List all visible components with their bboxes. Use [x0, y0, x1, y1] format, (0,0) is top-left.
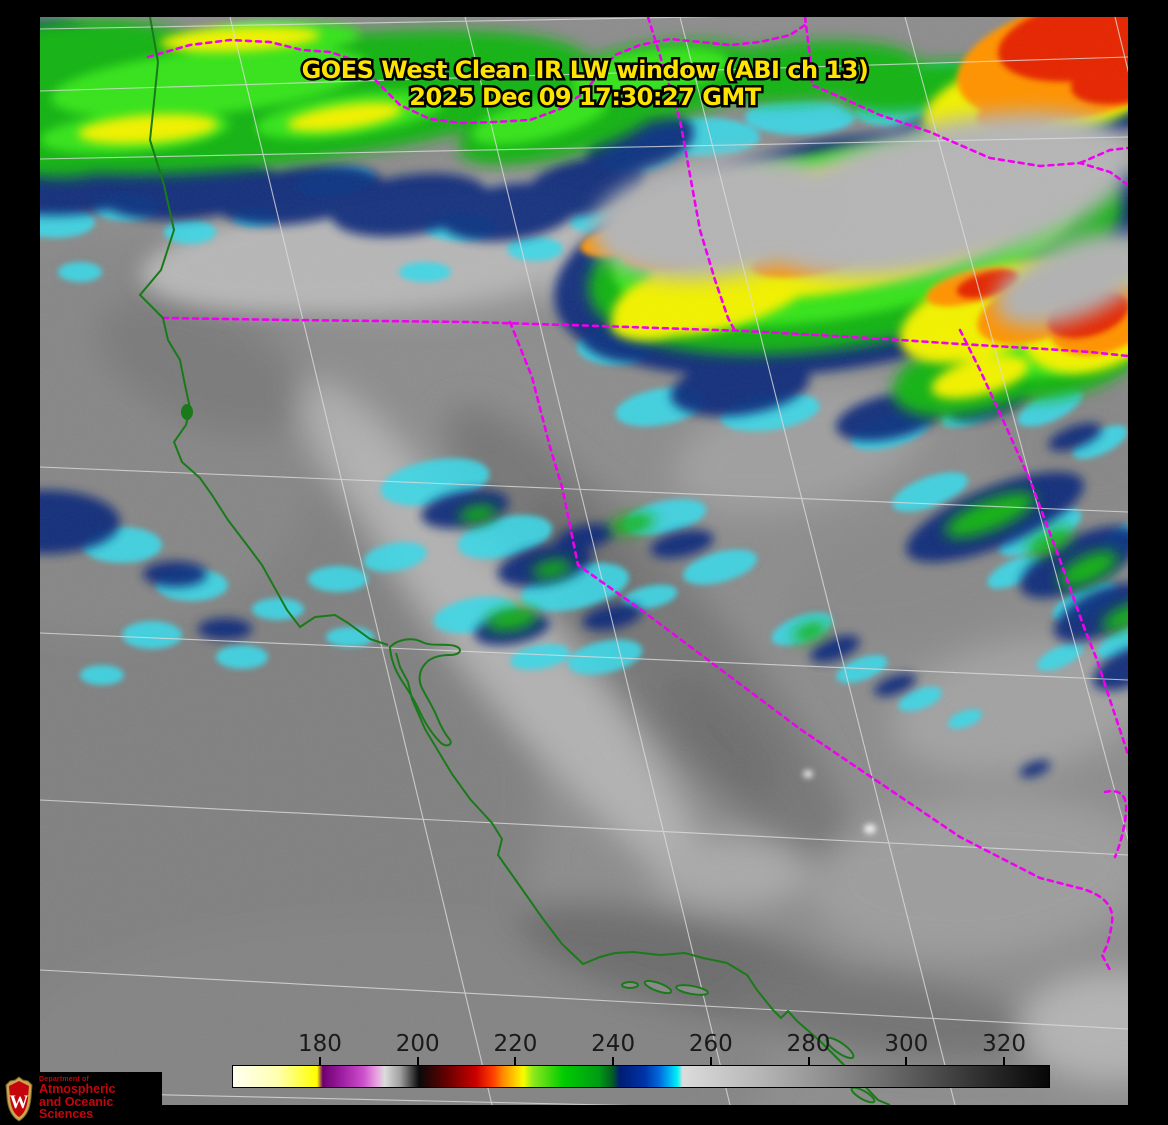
colorbar-tick-label: 180	[297, 1031, 342, 1057]
satellite-imagery: GOES West Clean IR LW window (ABI ch 13)…	[40, 17, 1128, 1105]
uw-aos-logo: W Department of Atmospheric and Oceanic …	[0, 1072, 162, 1125]
colorbar-tick-label: 320	[982, 1031, 1026, 1057]
uw-crest-icon: W	[5, 1075, 33, 1122]
colorbar-gradient	[232, 1065, 1050, 1088]
colorbar-tick	[807, 1057, 810, 1065]
colorbar-tick-label: 220	[493, 1031, 538, 1057]
colorbar-tick	[612, 1057, 615, 1065]
state-borders	[146, 17, 1128, 972]
colorbar-tick	[514, 1057, 517, 1065]
colorbar-tick	[905, 1057, 908, 1065]
logo-line-oceanic: and Oceanic Sciences	[39, 1094, 114, 1122]
noise-texture	[40, 17, 1128, 1105]
logo-dept-label: Department of	[39, 1075, 90, 1083]
title-overlay: GOES West Clean IR LW window (ABI ch 13)…	[299, 54, 871, 114]
coastline	[138, 17, 891, 1105]
colorbar-tick	[709, 1057, 712, 1065]
colorbar: 180 200 220 240 260 280 300 320	[232, 1030, 1050, 1088]
colorbar-tick-label: 240	[591, 1031, 636, 1057]
logo-text: Department of Atmospheric and Oceanic Sc…	[39, 1076, 162, 1121]
colorbar-tick-label: 280	[786, 1031, 831, 1057]
satellite-map: GOES West Clean IR LW window (ABI ch 13)…	[40, 17, 1128, 1105]
colorbar-tick	[416, 1057, 419, 1065]
colorbar-tick	[1003, 1057, 1006, 1065]
product-timestamp: 2025 Dec 09 17:30:27 GMT	[409, 83, 762, 111]
colorbar-tick-label: 300	[884, 1031, 929, 1057]
colorbar-tick-label: 260	[688, 1031, 733, 1057]
colorbar-tick	[318, 1057, 321, 1065]
crest-letter: W	[10, 1092, 29, 1113]
logo-line-atmospheric: Atmospheric	[39, 1081, 116, 1096]
graticule	[40, 17, 1128, 1105]
product-title: GOES West Clean IR LW window (ABI ch 13)	[302, 56, 869, 84]
colorbar-tick-label: 200	[395, 1031, 440, 1057]
